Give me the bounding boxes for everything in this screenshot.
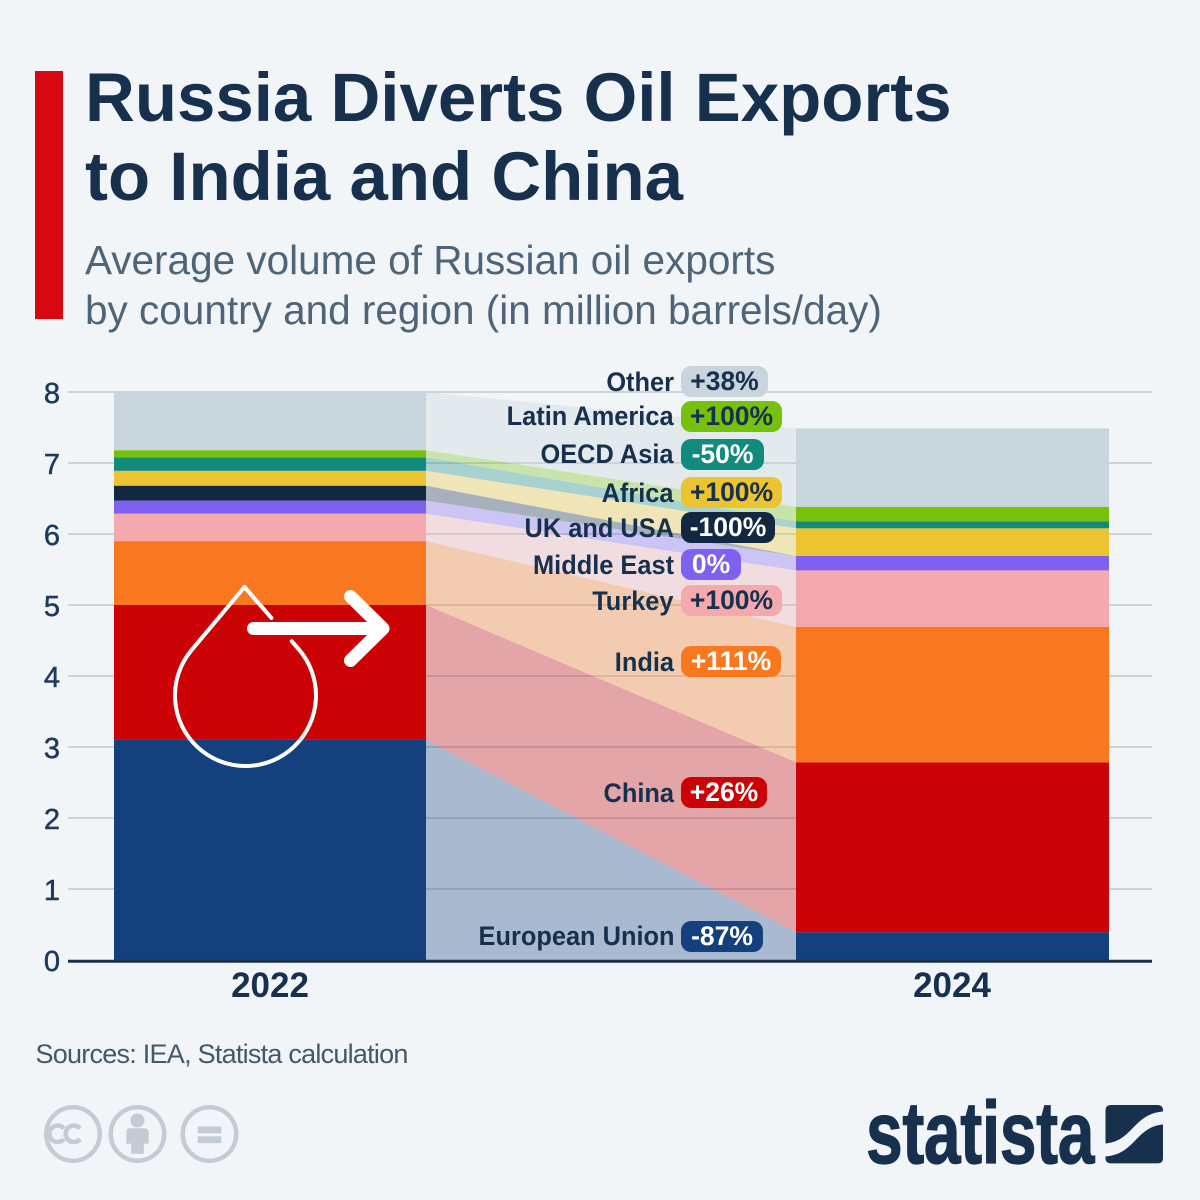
svg-text:statista: statista xyxy=(866,1085,1095,1182)
